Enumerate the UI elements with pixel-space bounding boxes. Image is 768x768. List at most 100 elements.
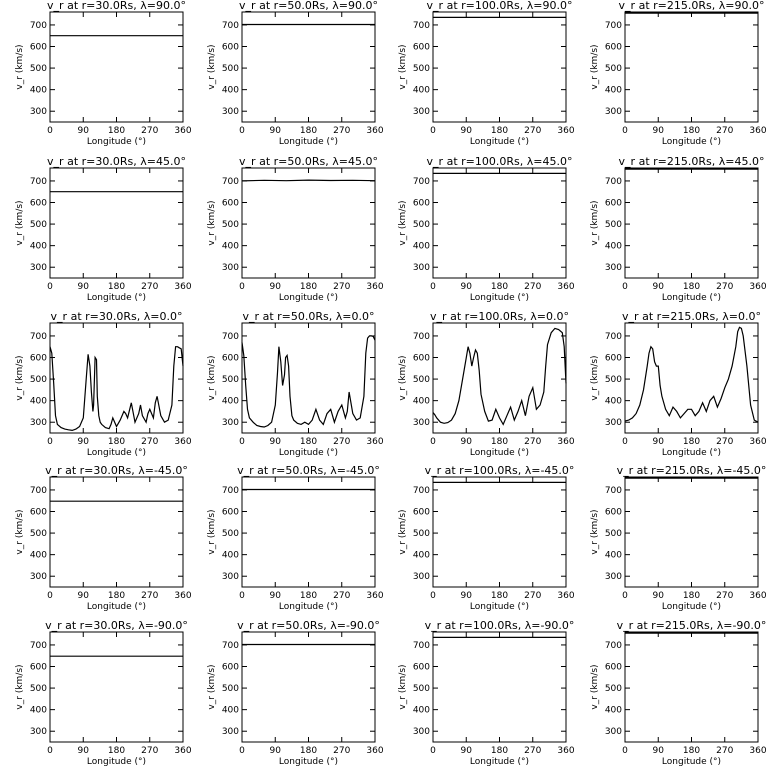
y-axis-label: v_r (km/s) <box>207 355 217 400</box>
chart-title: v_r at r=215.0Rs, λ=90.0° <box>619 0 765 12</box>
x-tick-label: 360 <box>749 282 766 292</box>
x-tick-label: 90 <box>270 282 282 292</box>
y-tick-label: 300 <box>222 572 239 582</box>
x-axis-label: Longitude (°) <box>279 448 338 458</box>
chart-title: v_r at r=30.0Rs, λ=-45.0° <box>45 464 188 477</box>
y-axis-label: v_r (km/s) <box>398 200 408 245</box>
x-tick-label: 180 <box>108 591 125 601</box>
y-tick-label: 700 <box>605 641 622 651</box>
y-axis-label: v_r (km/s) <box>398 664 408 709</box>
x-tick-label: 90 <box>78 437 90 447</box>
y-tick-label: 700 <box>605 177 622 187</box>
x-tick-label: 90 <box>653 282 665 292</box>
x-tick-label: 180 <box>300 591 317 601</box>
y-tick-label: 700 <box>413 177 430 187</box>
y-tick-label: 300 <box>605 263 622 273</box>
y-tick-label: 700 <box>222 332 239 342</box>
x-tick-label: 270 <box>141 591 158 601</box>
chart-panel: v_r at r=215.0Rs, λ=90.0° 0 90 180 270 360 300… <box>590 0 767 147</box>
y-tick-label: 300 <box>222 107 239 117</box>
x-tick-label: 270 <box>333 437 350 447</box>
chart-panel: v_r at r=215.0Rs, λ=-90.0° 0 90 180 270 360 30… <box>590 619 767 767</box>
y-tick-label: 300 <box>413 572 430 582</box>
y-tick-label: 700 <box>413 486 430 496</box>
y-tick-label: 600 <box>222 199 239 209</box>
x-axis-label: Longitude (°) <box>279 602 338 612</box>
chart-panel: v_r at r=50.0Rs, λ=0.0° 0 90 180 270 360 300 40… <box>207 310 384 458</box>
y-tick-label: 300 <box>605 727 622 737</box>
y-tick-label: 400 <box>413 706 430 716</box>
x-tick-label: 270 <box>524 437 541 447</box>
y-tick-label: 700 <box>222 177 239 187</box>
y-tick-label: 500 <box>222 220 239 230</box>
y-axis-label: v_r (km/s) <box>15 355 25 400</box>
y-tick-label: 500 <box>413 64 430 74</box>
chart-panel: v_r at r=50.0Rs, λ=-90.0° 0 90 180 270 360 300… <box>207 619 384 767</box>
y-tick-label: 700 <box>605 486 622 496</box>
y-tick-label: 500 <box>413 529 430 539</box>
chart-title: v_r at r=50.0Rs, λ=-90.0° <box>237 619 380 632</box>
chart-panel: v_r at r=50.0Rs, λ=-45.0° 0 90 180 270 360 300… <box>207 464 384 612</box>
chart-panel: v_r at r=50.0Rs, λ=90.0° 0 90 180 270 360 300 4… <box>207 0 384 147</box>
x-tick-label: 180 <box>300 126 317 136</box>
x-tick-label: 270 <box>333 591 350 601</box>
y-tick-label: 300 <box>413 107 430 117</box>
x-tick-label: 0 <box>430 126 436 136</box>
x-tick-label: 360 <box>557 126 574 136</box>
y-tick-label: 600 <box>30 43 47 53</box>
chart-title: v_r at r=30.0Rs, λ=90.0° <box>47 0 186 12</box>
x-axis-label: Longitude (°) <box>470 757 529 767</box>
x-tick-label: 90 <box>653 437 665 447</box>
y-tick-label: 700 <box>413 332 430 342</box>
x-axis-label: Longitude (°) <box>87 757 146 767</box>
x-tick-label: 90 <box>78 282 90 292</box>
x-tick-label: 180 <box>108 437 125 447</box>
y-tick-label: 300 <box>605 107 622 117</box>
x-tick-label: 180 <box>683 746 700 756</box>
y-tick-label: 500 <box>222 529 239 539</box>
y-tick-label: 500 <box>222 684 239 694</box>
y-tick-label: 300 <box>605 418 622 428</box>
x-tick-label: 0 <box>622 126 628 136</box>
x-tick-label: 360 <box>174 282 191 292</box>
y-tick-label: 700 <box>413 641 430 651</box>
x-axis-label: Longitude (°) <box>87 602 146 612</box>
x-tick-label: 270 <box>716 282 733 292</box>
y-tick-label: 400 <box>222 706 239 716</box>
chart-title: v_r at r=50.0Rs, λ=90.0° <box>239 0 378 12</box>
x-tick-label: 180 <box>491 282 508 292</box>
x-tick-label: 90 <box>653 591 665 601</box>
y-tick-label: 500 <box>413 220 430 230</box>
x-tick-label: 180 <box>108 126 125 136</box>
x-tick-label: 180 <box>683 126 700 136</box>
x-tick-label: 90 <box>270 437 282 447</box>
series-line <box>49 346 184 432</box>
plot-frame <box>241 476 376 588</box>
x-tick-label: 180 <box>683 591 700 601</box>
y-tick-label: 500 <box>413 684 430 694</box>
chart-title: v_r at r=215.0Rs, λ=-90.0° <box>617 619 767 632</box>
y-axis-label: v_r (km/s) <box>398 44 408 89</box>
plot-frame <box>624 11 759 123</box>
y-tick-label: 400 <box>605 706 622 716</box>
x-axis-label: Longitude (°) <box>470 293 529 303</box>
x-tick-label: 0 <box>47 591 53 601</box>
x-tick-label: 0 <box>239 282 245 292</box>
x-axis-label: Longitude (°) <box>279 757 338 767</box>
x-tick-label: 270 <box>716 591 733 601</box>
x-tick-label: 90 <box>270 746 282 756</box>
x-tick-label: 0 <box>622 591 628 601</box>
x-axis-label: Longitude (°) <box>470 448 529 458</box>
x-tick-label: 90 <box>78 126 90 136</box>
x-tick-label: 180 <box>300 746 317 756</box>
y-tick-label: 400 <box>30 242 47 252</box>
x-tick-label: 0 <box>239 746 245 756</box>
x-tick-label: 360 <box>366 437 383 447</box>
y-tick-label: 400 <box>30 706 47 716</box>
plot-frame <box>49 631 184 743</box>
y-tick-label: 500 <box>605 375 622 385</box>
y-tick-label: 500 <box>222 64 239 74</box>
y-tick-label: 700 <box>605 21 622 31</box>
x-tick-label: 360 <box>557 437 574 447</box>
x-tick-label: 360 <box>749 591 766 601</box>
